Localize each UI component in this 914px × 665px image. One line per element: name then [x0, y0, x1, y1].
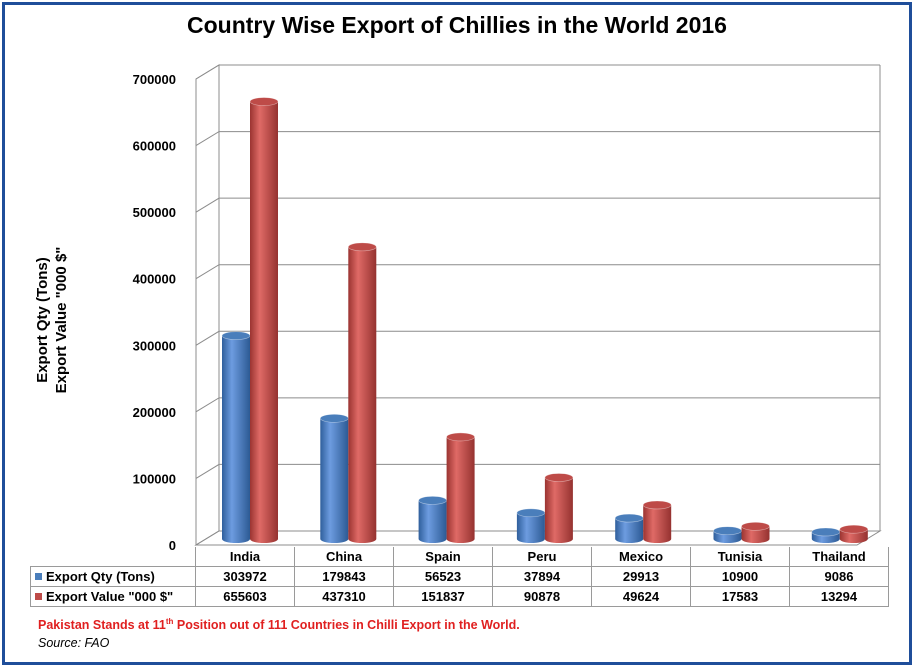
gridline [195, 64, 880, 80]
data-table: India China Spain Peru Mexico Tunisia Thailand… [30, 547, 889, 607]
y-tick-layer: 0 100000 200000 300000 400000 500000 600000 700… [133, 72, 176, 553]
y-tick-label: 300000 [133, 338, 176, 353]
series-label-value: Export Value "000 $" [30, 586, 196, 607]
bar-body [250, 101, 278, 543]
data-cell-qty: 10900 [690, 566, 790, 587]
data-cell-value: 49624 [591, 586, 691, 607]
bar-body [222, 335, 250, 543]
bar-cap [516, 508, 546, 518]
gridline [195, 197, 880, 213]
data-cell-qty: 29913 [591, 566, 691, 587]
bar-qty-mexico [614, 513, 644, 543]
bar-value-china [347, 242, 377, 544]
y-tick-label: 400000 [133, 272, 176, 287]
bar-cap [544, 473, 574, 482]
category-label: Thailand [789, 547, 889, 567]
bar-qty-china [319, 413, 349, 543]
bar-body [418, 500, 447, 543]
bar-cap [221, 331, 251, 340]
gridline [195, 330, 880, 346]
bar-layer [221, 97, 869, 544]
category-row: India China Spain Peru Mexico Tunisia Thailand [31, 547, 889, 567]
data-cell-qty: 179843 [294, 566, 394, 587]
series-row-value: Export Value "000 $" 655603 437310 151837 9… [30, 586, 889, 607]
bar-value-spain [446, 432, 475, 543]
data-cell-value: 655603 [195, 586, 295, 607]
bar-cap [839, 524, 869, 534]
bar-body [516, 512, 545, 543]
category-label: Tunisia [690, 547, 790, 567]
y-tick-label: 500000 [133, 205, 176, 220]
category-label: Peru [492, 547, 592, 567]
bar-cap [319, 413, 349, 423]
chart-title: Country Wise Export of Chillies in the W… [187, 12, 727, 38]
bar-body [615, 518, 644, 543]
category-label: India [195, 547, 295, 567]
gridline [195, 131, 880, 146]
gridline [195, 397, 880, 413]
bar-body [446, 436, 475, 543]
y-tick-label: 200000 [133, 405, 176, 420]
footnote-post: Position out of 111 Countries in Chilli … [173, 618, 520, 633]
bar-qty-peru [516, 508, 546, 543]
bar-body [348, 246, 377, 544]
bar-value-peru [544, 473, 574, 543]
bar-value-tunisia [741, 521, 770, 543]
data-cell-value: 151837 [393, 586, 493, 607]
legend-key-value [35, 593, 42, 601]
bar-body [741, 526, 770, 543]
bar-cap [741, 521, 770, 531]
bar-qty-india [221, 331, 251, 543]
data-cell-qty: 303972 [195, 566, 295, 587]
data-cell-qty: 56523 [393, 566, 493, 587]
y-tick-label: 100000 [133, 471, 176, 486]
bar-cap [347, 242, 377, 252]
gridline [195, 463, 880, 479]
category-label: Mexico [591, 547, 691, 567]
category-label: China [294, 547, 394, 567]
bar-cap [249, 97, 279, 106]
data-cell-value: 90878 [492, 586, 592, 607]
y-tick-label: 0 [169, 538, 176, 553]
bar-value-india [249, 97, 279, 543]
data-cell-value: 437310 [294, 586, 394, 607]
source-credit: Source: FAO [38, 636, 110, 650]
series-name-qty: Export Qty (Tons) [46, 569, 155, 584]
gridline [195, 264, 880, 280]
bar-body [643, 504, 672, 543]
footnote-pre: Pakistan Stands at 11 [38, 618, 166, 633]
bar-qty-thailand [811, 527, 841, 543]
series-label-qty: Export Qty (Tons) [30, 566, 196, 587]
data-cell-value: 17583 [690, 586, 790, 607]
bar-qty-spain [418, 496, 447, 543]
series-name-value: Export Value "000 $" [46, 589, 174, 604]
series-row-qty: Export Qty (Tons) 303972 179843 56523 37894… [30, 566, 889, 587]
grid-layer [194, 64, 882, 546]
bar-cap [713, 526, 742, 536]
bar-value-mexico [642, 500, 672, 543]
bar-body [320, 418, 349, 543]
table-corner [31, 547, 196, 567]
footnote: Pakistan Stands at 11th Position out of … [38, 617, 520, 632]
category-label: Spain [393, 547, 493, 567]
side-wall [195, 64, 220, 546]
bar-value-thailand [839, 524, 869, 543]
bar-cap [446, 432, 475, 442]
bar-cap [811, 527, 841, 537]
legend-key-qty [35, 573, 42, 581]
bar-body [544, 477, 573, 543]
bar-cap [418, 496, 447, 505]
bar-cap [614, 513, 644, 523]
bar-qty-tunisia [713, 526, 742, 543]
footnote-sup: th [165, 617, 174, 626]
y-tick-label: 600000 [133, 139, 176, 154]
data-cell-qty: 9086 [789, 566, 889, 587]
data-cell-qty: 37894 [492, 566, 592, 587]
data-cell-value: 13294 [789, 586, 889, 607]
y-tick-label: 700000 [133, 72, 176, 87]
bar-cap [642, 500, 672, 510]
